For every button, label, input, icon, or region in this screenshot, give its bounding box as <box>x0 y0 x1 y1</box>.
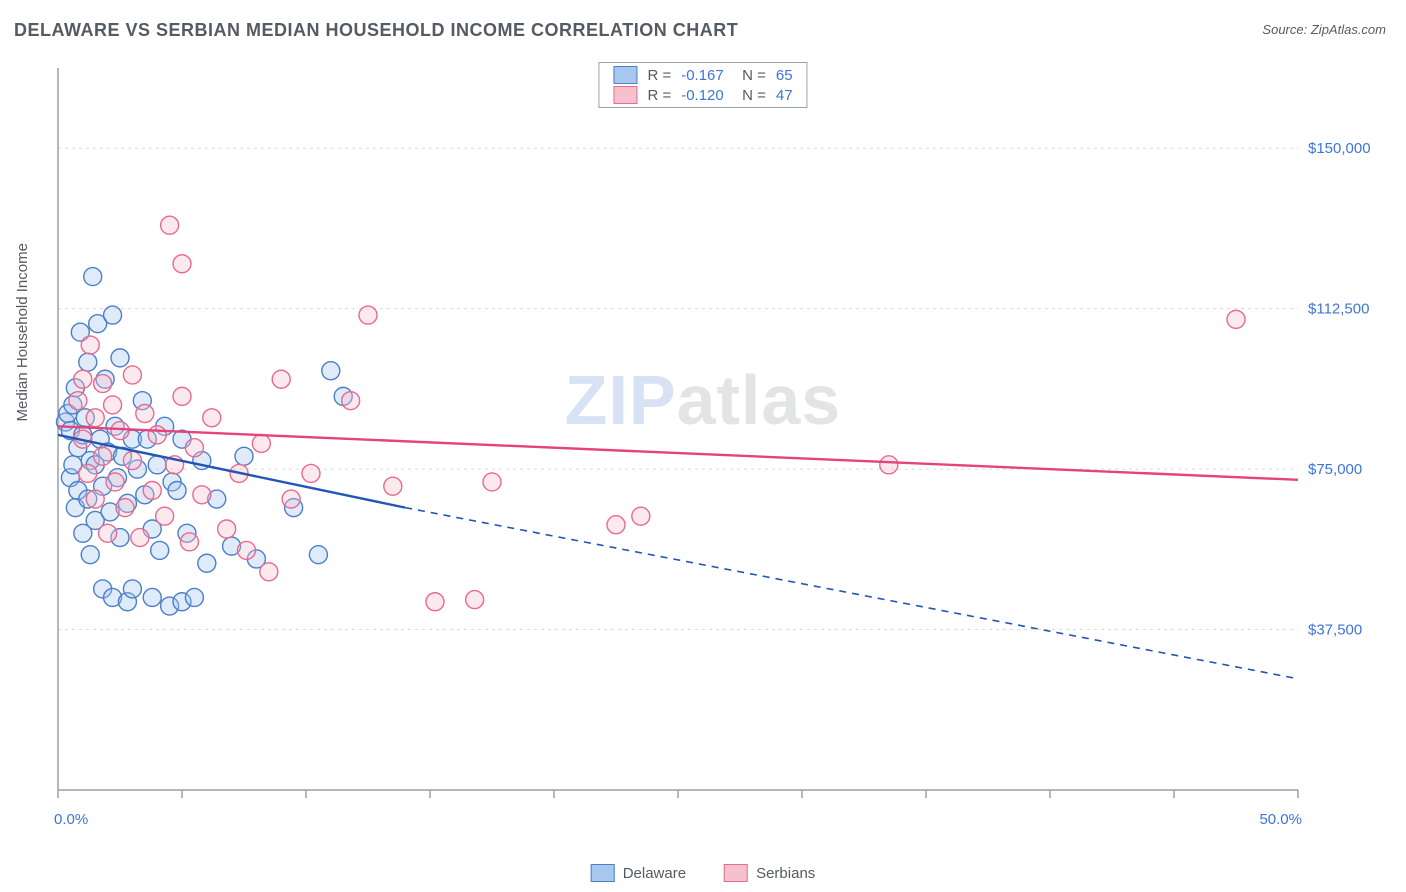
legend-series-label: Delaware <box>623 865 686 882</box>
legend-r-value: -0.120 <box>681 87 724 104</box>
legend-series-item: Delaware <box>591 864 686 882</box>
svg-text:$75,000: $75,000 <box>1308 461 1362 478</box>
legend-swatch <box>591 864 615 882</box>
svg-text:0.0%: 0.0% <box>54 811 88 828</box>
legend-series: Delaware Serbians <box>591 864 816 882</box>
y-axis-label: Median Household Income <box>14 243 31 421</box>
legend-n-value: 65 <box>776 67 793 84</box>
svg-text:$112,500: $112,500 <box>1308 301 1369 318</box>
legend-series-item: Serbians <box>724 864 815 882</box>
source-value: ZipAtlas.com <box>1311 22 1386 37</box>
legend-r-label: R = <box>647 87 671 104</box>
legend-series-label: Serbians <box>756 865 815 882</box>
legend-correlation-box: R = -0.167 N = 65R = -0.120 N = 47 <box>598 62 807 108</box>
legend-corr-row: R = -0.167 N = 65 <box>599 65 806 85</box>
legend-n-value: 47 <box>776 87 793 104</box>
source-label: Source: <box>1262 22 1307 37</box>
chart-title: DELAWARE VS SERBIAN MEDIAN HOUSEHOLD INC… <box>14 20 738 41</box>
svg-text:$150,000: $150,000 <box>1308 140 1371 157</box>
svg-text:50.0%: 50.0% <box>1259 811 1302 828</box>
legend-r-label: R = <box>647 67 671 84</box>
svg-text:$37,500: $37,500 <box>1308 622 1362 639</box>
legend-n-label: N = <box>734 87 766 104</box>
legend-swatch <box>724 864 748 882</box>
legend-swatch <box>613 86 637 104</box>
legend-r-value: -0.167 <box>681 67 724 84</box>
plot-area: $37,500 $75,000 $112,500 $150,000 0.0% 50.0% <box>48 60 1388 830</box>
legend-corr-row: R = -0.120 N = 47 <box>599 85 806 105</box>
legend-n-label: N = <box>734 67 766 84</box>
legend-swatch <box>613 66 637 84</box>
scatter-svg: $37,500 $75,000 $112,500 $150,000 0.0% 50.0% <box>48 60 1388 830</box>
source-attribution: Source: ZipAtlas.com <box>1262 22 1386 37</box>
